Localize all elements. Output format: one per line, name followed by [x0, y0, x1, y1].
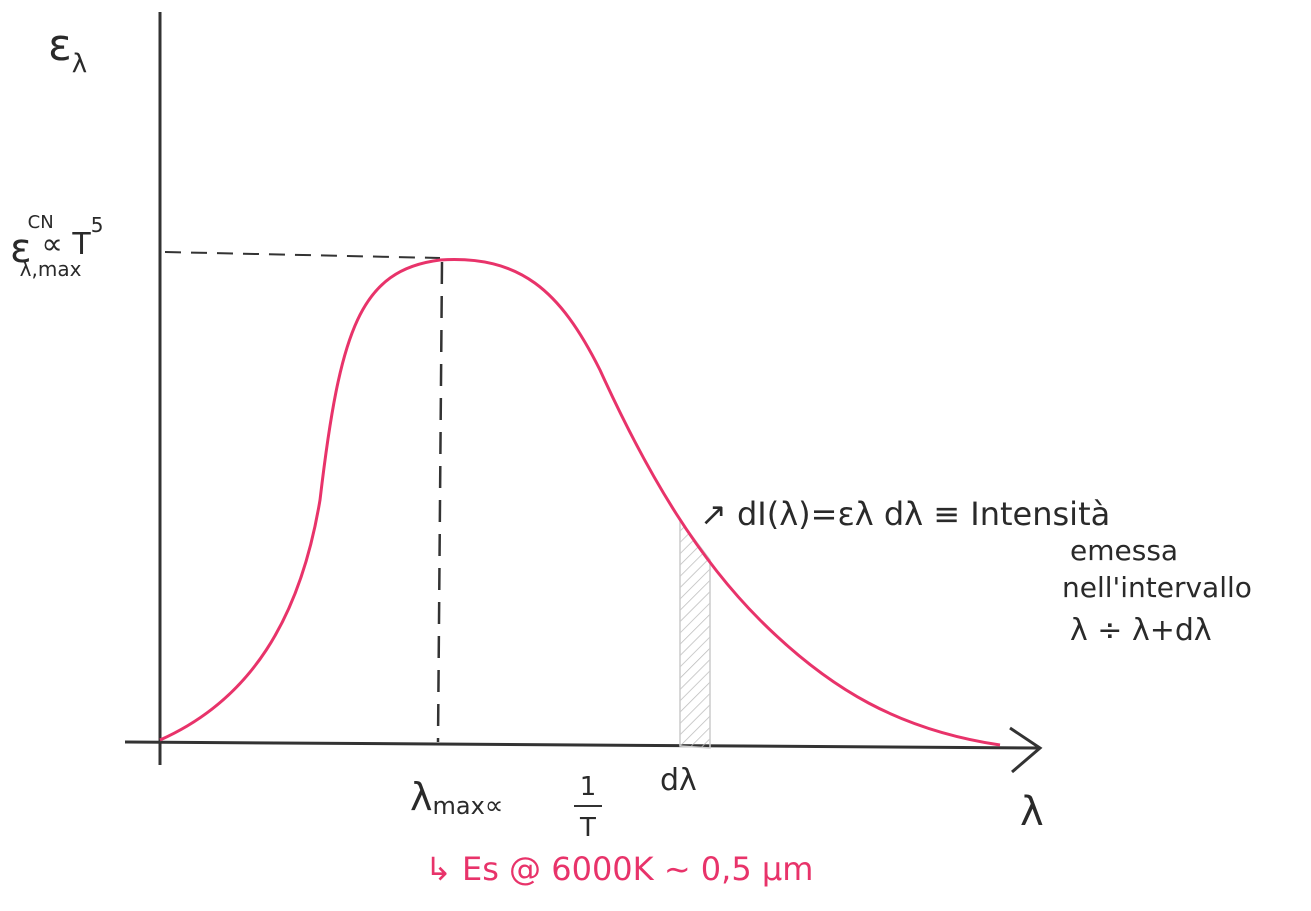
y-label-base: ε — [48, 20, 72, 71]
x-axis — [124, 740, 1041, 750]
pw-numerator: 1 — [580, 772, 597, 802]
peak-wavelength-label: λmax∝ — [410, 775, 503, 821]
pw-base: λ — [410, 775, 433, 819]
pw-sub: max — [433, 792, 485, 820]
pw-rel: ∝ — [485, 791, 504, 821]
pv-base: ε — [10, 226, 32, 272]
spectrum-curve — [159, 258, 1001, 747]
pv-sub: λ,max — [20, 257, 82, 281]
y-label-sub: λ — [72, 49, 87, 79]
peak-value-guide — [164, 251, 441, 259]
interval-formula: ↗ dI(λ)=ελ dλ ≡ Intensità — [700, 495, 1110, 533]
interval-note-line: emessa — [1070, 534, 1178, 567]
example-note: ↳ Es @ 6000K ~ 0,5 μm — [425, 850, 813, 888]
interval-label: dλ — [660, 763, 697, 798]
pw-denominator: T — [579, 813, 596, 843]
interval-note-line: nell'intervallo — [1062, 571, 1252, 604]
x-axis-label: λ — [1020, 789, 1044, 835]
pv-exp: 5 — [91, 213, 104, 237]
x-axis-arrow — [1009, 726, 1043, 774]
peak-wavelength-guide — [436, 261, 444, 743]
peak-value-label: εCN λ,max∝ T5 — [10, 212, 103, 281]
pv-sup: CN — [28, 212, 54, 233]
pv-rel: ∝ T — [41, 227, 91, 262]
y-axis-label: ελ — [48, 20, 87, 79]
interval-note-line: λ ÷ λ+dλ — [1070, 613, 1212, 648]
